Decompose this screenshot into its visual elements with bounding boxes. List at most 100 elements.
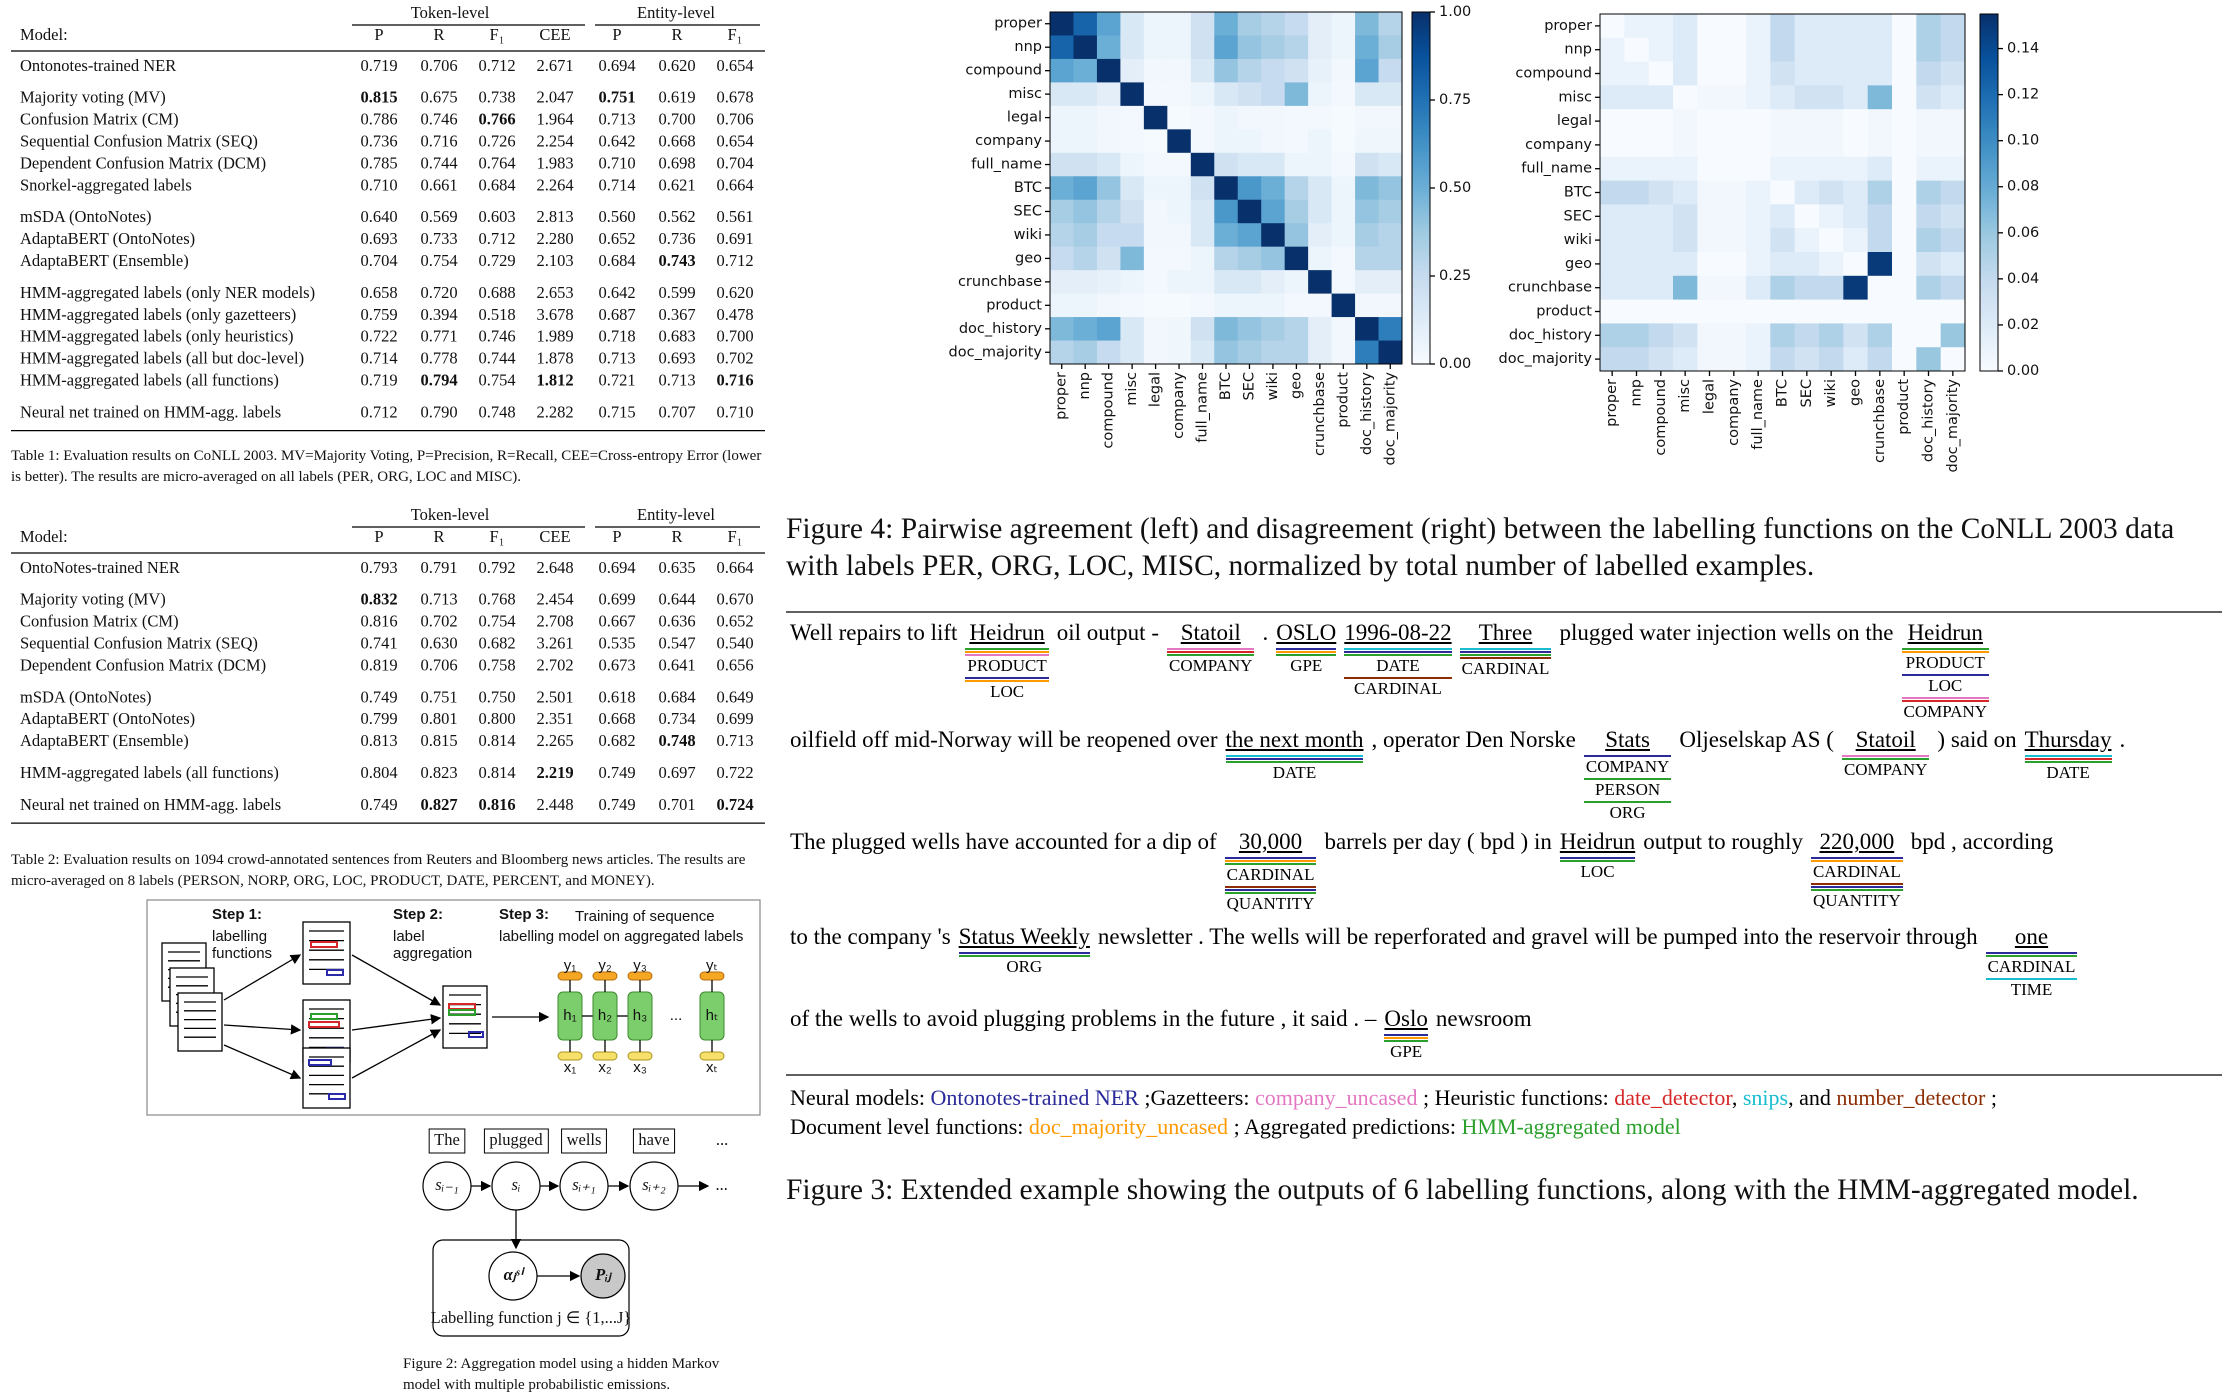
colorbar-tick-label: 0.04 <box>2007 271 2039 287</box>
rnn-hidden-label: h₃ <box>633 1007 647 1024</box>
heatmap-cell <box>1892 347 1917 372</box>
heatmap-cell <box>1600 156 1625 182</box>
heatmap-cell <box>1673 109 1698 134</box>
colorbar <box>1979 13 1999 372</box>
heatmap-cell <box>1237 35 1262 60</box>
heatmap-cell <box>1843 156 1869 182</box>
colorbar-tick-label: 0.06 <box>2007 225 2039 241</box>
heatmap-cell <box>1167 12 1192 36</box>
heatmap-cell <box>1284 152 1309 177</box>
row-label: HMM-aggregated labels (only heuristics) <box>20 327 294 346</box>
row-label: company <box>975 133 1042 149</box>
row-label: AdaptaBERT (OntoNotes) <box>20 709 195 728</box>
annotated-span: 1996-08-22 DATE CARDINAL <box>1344 619 1452 699</box>
cell: 2.813 <box>536 207 573 226</box>
heatmap-cell <box>1648 156 1674 182</box>
heatmap-cell <box>1096 152 1121 177</box>
heatmap-cell <box>1120 293 1145 318</box>
label-text: DATE <box>1376 656 1420 675</box>
heatmap-cell <box>1120 317 1145 342</box>
row-label: HMM-aggregated labels (all functions) <box>20 763 279 782</box>
column-label: doc_history <box>1359 372 1375 456</box>
heatmap-cell <box>1355 176 1380 201</box>
row-label: Dependent Confusion Matrix (DCM) <box>20 153 266 172</box>
heatmap-cell <box>1721 180 1747 205</box>
cell: 0.691 <box>716 229 753 248</box>
cell: 0.750 <box>478 687 515 706</box>
row-label: geo <box>1015 250 1042 266</box>
heatmap-cell <box>1843 14 1869 39</box>
colorbar-tick-label: 0.10 <box>2007 133 2039 149</box>
heatmap-cell <box>1697 85 1723 110</box>
source-line <box>1344 654 1452 656</box>
legend-text: Document level functions: <box>790 1114 1029 1139</box>
heatmap-cell <box>1120 58 1145 83</box>
heatmap-cell <box>1143 270 1168 295</box>
rnn-hidden-label: hₜ <box>706 1007 719 1024</box>
heatmap-cell <box>1308 340 1333 365</box>
heatmap-cell <box>1308 199 1333 224</box>
text-segment: Oljeselskap AS ( <box>1679 727 1834 752</box>
heatmap-cell <box>1843 299 1869 324</box>
source-line <box>1985 952 2078 954</box>
entity-label: ORG <box>1583 800 1672 823</box>
heatmap-cell <box>1624 156 1650 182</box>
heatmap-cell <box>1355 340 1380 365</box>
heatmap-cell <box>1167 293 1192 318</box>
heatmap-cell <box>1892 275 1917 301</box>
heatmap-cell <box>1050 12 1074 36</box>
column-label: doc_majority <box>1945 379 1961 473</box>
label-text: CARDINAL <box>1987 957 2076 976</box>
column-label: company <box>1171 372 1187 439</box>
column-header: F₁ <box>490 25 505 44</box>
heatmap-cell <box>1648 204 1674 229</box>
heatmap-cell <box>1746 228 1771 253</box>
arrow <box>351 1014 442 1031</box>
label-text: GPE <box>1290 656 1323 675</box>
heatmap-cell <box>1331 223 1356 248</box>
heatmap-cell <box>1867 275 1893 301</box>
heatmap-cell <box>1794 85 1820 110</box>
cell: 0.654 <box>716 56 753 75</box>
text-segment: output to roughly <box>1643 829 1803 854</box>
heatmap-cell <box>1819 37 1844 63</box>
heatmap-cell <box>1284 129 1309 154</box>
heatmap-cell <box>1050 270 1074 295</box>
heatmap-cell <box>1050 35 1074 60</box>
source-line <box>2024 755 2112 757</box>
heatmap-cell <box>1770 275 1796 301</box>
column-group-label: Entity-level <box>637 3 715 22</box>
heatmap-cell <box>1331 199 1356 224</box>
heatmap-cell <box>1261 176 1286 201</box>
cell: 2.280 <box>536 229 573 248</box>
annotated-span: Heidrun PRODUCT LOC <box>965 619 1049 702</box>
colorbar-tick-label: 0.50 <box>1439 180 1471 196</box>
cell: 0.749 <box>360 687 397 706</box>
annotated-span: Heidrun PRODUCT LOC COMPANY <box>1901 619 1989 722</box>
entity-label: GPE <box>1276 647 1337 676</box>
heatmap-cell <box>1190 246 1215 271</box>
heatmap-cell <box>1331 246 1356 271</box>
heatmap-cell <box>1096 317 1121 342</box>
entity-text: Thursday <box>2024 727 2112 752</box>
heatmap-cell <box>1867 61 1893 86</box>
cell: 2.047 <box>536 88 573 107</box>
label-text: COMPANY <box>1843 760 1928 779</box>
entity-label: QUANTITY <box>1224 885 1317 914</box>
cell: 0.540 <box>716 633 753 652</box>
heatmap-cell <box>1050 152 1074 177</box>
heatmap-cell <box>1096 35 1121 60</box>
heatmap-cell <box>1867 204 1893 229</box>
cell: 0.751 <box>598 88 635 107</box>
heatmap-cell <box>1843 133 1869 158</box>
heatmap-cell <box>1331 58 1356 83</box>
heatmap-cell <box>1600 347 1625 372</box>
cell: 0.630 <box>420 633 457 652</box>
row-label: doc_majority <box>1499 351 1593 367</box>
heatmap-cell <box>1624 180 1650 205</box>
heatmap-cell <box>1050 105 1074 130</box>
entity-label: LOC <box>1901 673 1989 696</box>
heatmap-cell <box>1940 156 1966 182</box>
heatmap-cell <box>1237 199 1262 224</box>
cell: 0.744 <box>420 153 457 172</box>
